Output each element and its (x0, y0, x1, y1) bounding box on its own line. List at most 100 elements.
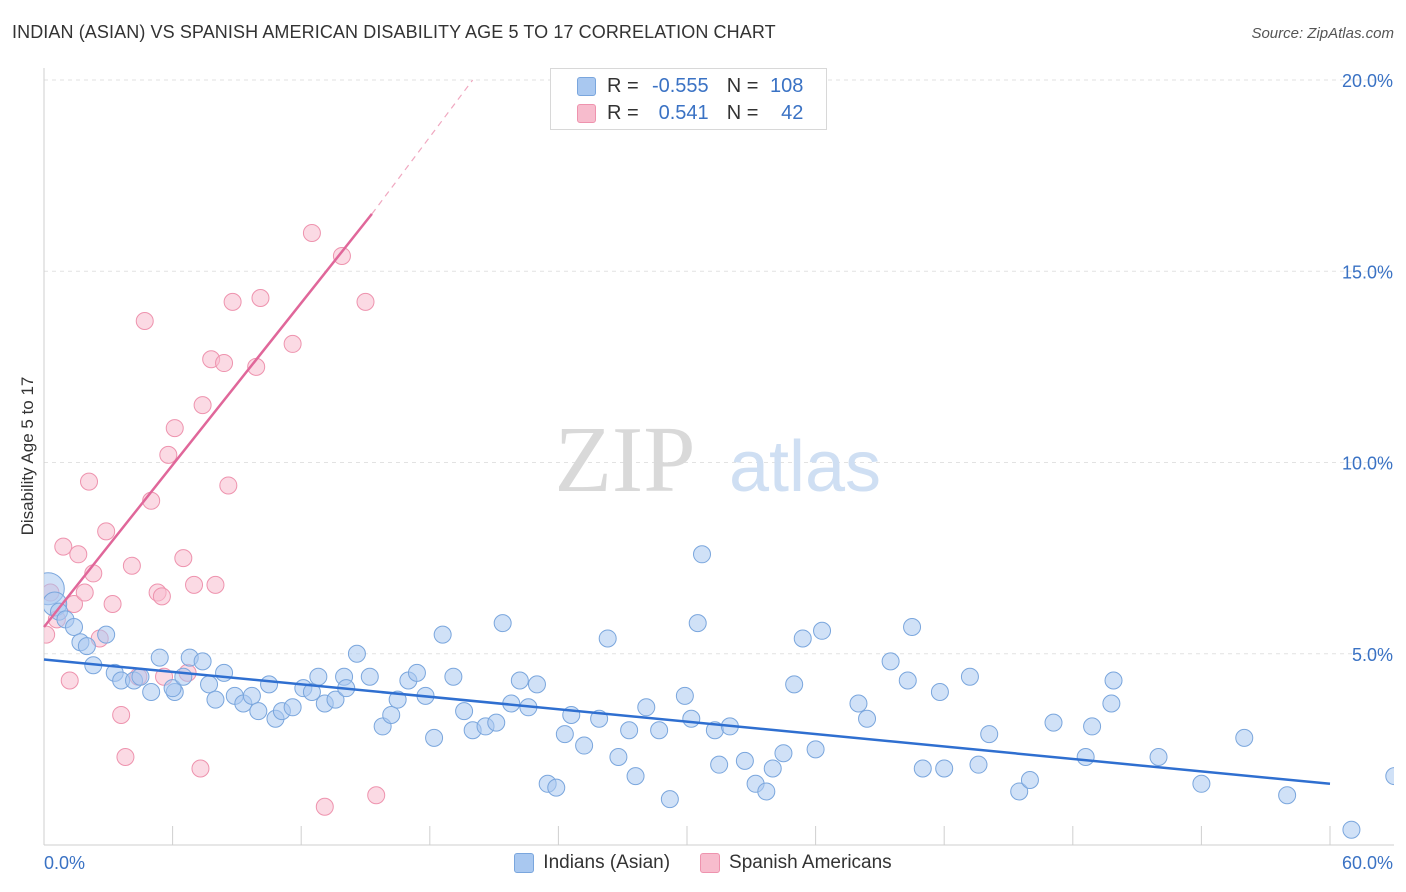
indians-asian-point (388, 690, 407, 709)
indians-asian-point (1104, 671, 1123, 690)
spanish-americans-point (112, 705, 131, 724)
legend-swatch-spanish (700, 853, 721, 873)
spanish-americans-point (283, 334, 302, 353)
indians-asian-point (849, 694, 868, 713)
indians-asian-point (626, 767, 645, 786)
watermark-zip: ZIP (555, 408, 696, 512)
r-label: R = (607, 74, 639, 97)
indians-asian-point (735, 751, 754, 770)
spanish-americans-point (215, 354, 234, 373)
indians-asian-point (527, 675, 546, 694)
spanish-americans-point (116, 748, 135, 767)
indians-asian-point (260, 675, 279, 694)
indians-asian-point (283, 698, 302, 717)
indians-asian-point (903, 617, 922, 636)
watermark: ZIP atlas (555, 408, 882, 512)
spanish-americans-point (193, 396, 212, 415)
r-value-spanish: 0.541 (658, 101, 709, 124)
source-credit: Source: ZipAtlas.com (1251, 25, 1394, 42)
spanish-americans-point (60, 671, 79, 690)
indians-asian-point (757, 782, 776, 801)
stats-row-spanish: R = 0.541 N = 42 (577, 100, 803, 126)
indians-asian-point (609, 748, 628, 767)
spanish-americans-point (44, 625, 56, 644)
indians-swatch (577, 76, 596, 96)
y-tick-label: 10.0% (1342, 454, 1393, 474)
indians-asian-points (44, 545, 1394, 839)
spanish-americans-point (332, 246, 351, 265)
spanish-americans-point (135, 311, 154, 330)
spanish-americans-point (80, 472, 99, 491)
spanish-americans-point (219, 476, 238, 495)
trend-lines (43, 79, 1331, 786)
indians-asian-point (575, 736, 594, 755)
spanish-americans-point (191, 759, 210, 778)
legend-swatch-indians (514, 853, 535, 873)
x-axis (43, 68, 1394, 846)
indians-asian-point (97, 625, 116, 644)
indians-asian-point (150, 648, 169, 667)
indians-asian-point (960, 667, 979, 686)
legend: Indians (Asian) Spanish Americans (0, 852, 1406, 874)
n-label: N = (726, 74, 759, 97)
indians-asian-point (858, 709, 877, 728)
spanish-americans-point (97, 522, 116, 541)
indians-asian-point (131, 667, 150, 686)
spanish-americans-point (159, 445, 178, 464)
spanish-americans-point (152, 587, 171, 606)
indians-asian-point (547, 778, 566, 797)
spanish-americans-point (367, 786, 386, 805)
indians-asian-point (444, 667, 463, 686)
spanish-americans-point (75, 583, 94, 602)
indians-asian-point (493, 614, 512, 633)
indians-asian-point (142, 683, 161, 701)
indians-asian-point (913, 759, 932, 778)
spanish-americans-point (356, 292, 375, 311)
r-value-indians: -0.555 (651, 74, 709, 97)
indians-asian-point (688, 614, 707, 633)
spanish-americans-point (69, 545, 88, 564)
r-label: R = (607, 101, 639, 124)
indians-asian-point (693, 545, 712, 564)
indians-asian-point (1102, 694, 1121, 713)
indians-asian-point (763, 759, 782, 778)
indians-asian-point (1076, 748, 1095, 767)
indians-asian-point (487, 713, 506, 732)
legend-item-indians: Indians (Asian) (514, 852, 670, 874)
tick-labels: 5.0% 10.0% 15.0% 20.0% 0.0% 60.0% (44, 71, 1393, 873)
indians-asian-point (1044, 713, 1063, 732)
spanish-americans-point (302, 224, 321, 242)
indians-asian-point (215, 663, 234, 682)
indians-asian-point (249, 702, 268, 721)
x-tick-label: 60.0% (1342, 853, 1393, 873)
indians-asian-point (650, 721, 669, 740)
indians-asian-point (980, 725, 999, 744)
spanish-americans-point (223, 292, 242, 311)
indians-asian-point (242, 686, 261, 705)
indians-asian-point (881, 652, 900, 671)
stats-row-indians: R = -0.555 N = 108 (577, 73, 803, 99)
gridlines (44, 79, 1394, 655)
indians-asian-point (598, 629, 617, 648)
y-tick-label: 5.0% (1352, 645, 1393, 665)
spanish-americans-point (174, 549, 193, 568)
legend-item-spanish: Spanish Americans (700, 852, 892, 874)
x-tick-label: 0.0% (44, 853, 85, 873)
indians-asian-point (806, 740, 825, 759)
indians-asian-point (1010, 782, 1029, 801)
indians-asian-point (510, 671, 529, 690)
indians-asian-point (935, 759, 954, 778)
indians-asian-point (1020, 770, 1039, 789)
indians-asian-point (637, 698, 656, 717)
indians-asian-point (360, 667, 379, 686)
indians-asian-point (163, 679, 182, 698)
spanish-trend-extension (371, 79, 474, 215)
indians-asian-point (1385, 767, 1394, 786)
spanish-americans-point (103, 595, 122, 614)
indians-asian-point (675, 686, 694, 705)
n-value-indians: 108 (770, 74, 804, 97)
indians-asian-point (347, 644, 366, 663)
indians-asian-point (382, 705, 401, 724)
watermark-atlas: atlas (729, 427, 881, 507)
